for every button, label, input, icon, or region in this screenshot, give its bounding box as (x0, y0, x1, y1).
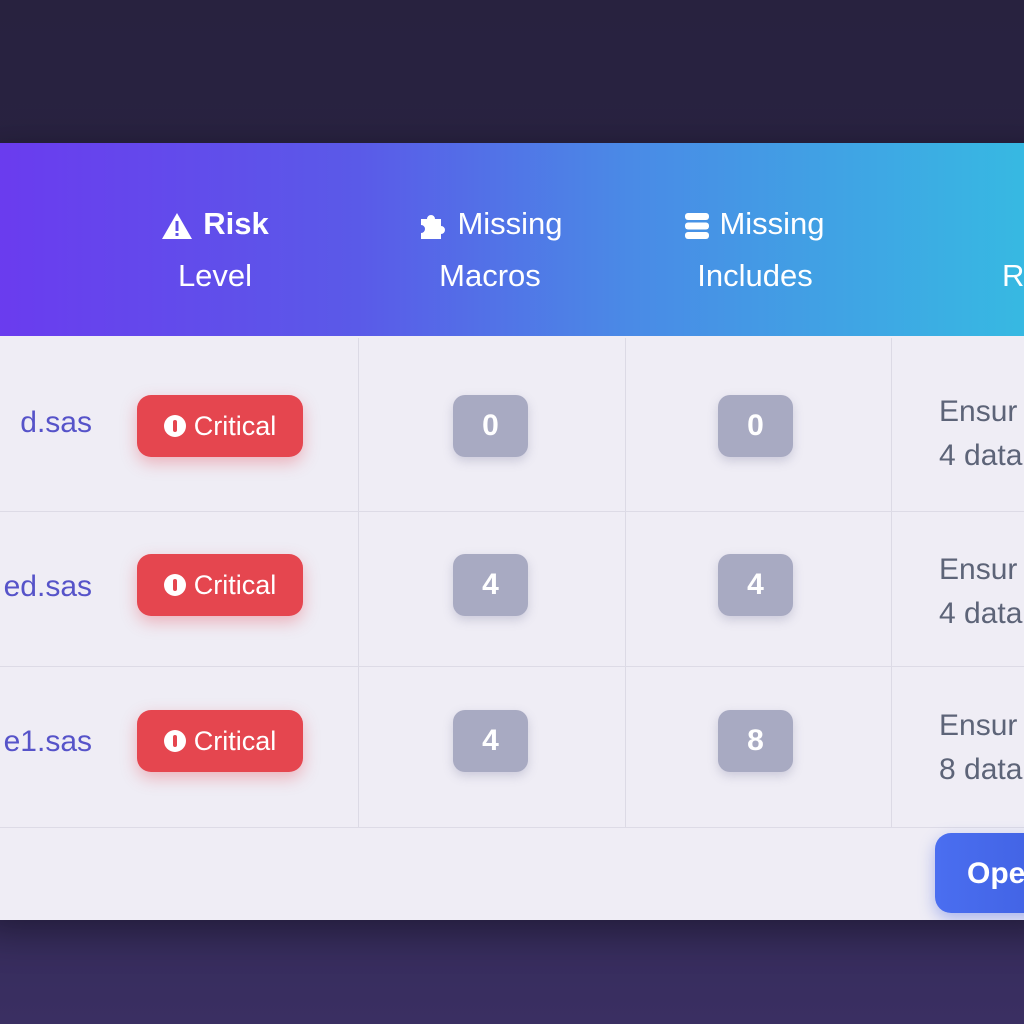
risk-badge: Critical (137, 710, 303, 772)
header-recommendation: R (1002, 258, 1024, 293)
warning-icon (162, 212, 193, 239)
missing-macros-count: 4 (453, 554, 528, 616)
alert-icon (163, 730, 186, 752)
file-link[interactable]: ed.sas (3, 570, 92, 603)
recommendation-text: Ensur 4 data (939, 395, 1023, 472)
header-risk-level: Risk Level (85, 198, 345, 302)
table-header: Risk Level Missing Macros Missing Includ… (0, 143, 1024, 336)
table-row: d.sas Critical 0 0 Ensur 4 data (0, 338, 1024, 512)
table-row: e1.sas Critical 4 8 Ensur 8 data (0, 667, 1024, 828)
risk-badge: Critical (137, 395, 303, 457)
column-divider (891, 338, 892, 828)
report-card: Risk Level Missing Macros Missing Includ… (0, 143, 1024, 920)
column-divider (625, 338, 626, 828)
risk-badge: Critical (137, 554, 303, 616)
missing-macros-count: 4 (453, 710, 528, 772)
column-divider (358, 338, 359, 828)
missing-includes-count: 4 (718, 554, 793, 616)
header-missing-macros: Missing Macros (360, 198, 620, 302)
alert-icon (163, 415, 186, 437)
alert-icon (163, 574, 186, 596)
missing-macros-count: 0 (453, 395, 528, 457)
missing-includes-count: 8 (718, 710, 793, 772)
recommendation-text: Ensur 4 data (939, 553, 1023, 630)
puzzle-icon (421, 214, 446, 239)
table-row: ed.sas Critical 4 4 Ensur 4 data (0, 512, 1024, 667)
file-link[interactable]: e1.sas (3, 725, 92, 758)
open-button[interactable]: Ope (935, 833, 1024, 913)
file-link[interactable]: d.sas (20, 406, 92, 439)
recommendation-text: Ensur 8 data (939, 709, 1023, 786)
header-missing-includes: Missing Includes (625, 198, 885, 302)
database-icon (685, 212, 710, 239)
missing-includes-count: 0 (718, 395, 793, 457)
